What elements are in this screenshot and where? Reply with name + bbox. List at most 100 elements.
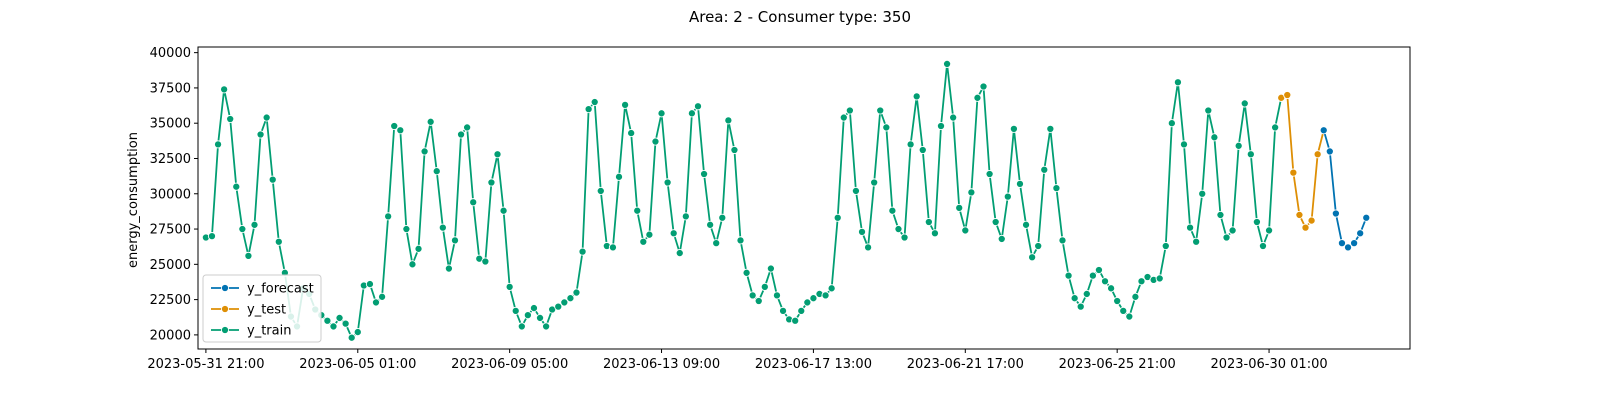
y-tick-label: 35000 [150, 117, 191, 132]
data-point [341, 319, 350, 328]
data-point [961, 226, 970, 235]
y-tick-label: 30000 [150, 187, 191, 202]
x-tick-label: 2023-06-13 09:00 [603, 357, 720, 372]
data-point [1070, 294, 1079, 303]
series-layer [201, 59, 1371, 342]
data-point [693, 102, 703, 111]
data-point [1028, 253, 1037, 262]
data-point [1331, 209, 1340, 218]
y-tick-label: 32500 [150, 152, 191, 167]
y-tick-label: 22500 [150, 293, 191, 308]
data-point [457, 130, 466, 139]
x-axis: 2023-05-31 21:00 2023-06-05 01:00 2023-06-… [147, 349, 1328, 372]
data-point [754, 296, 763, 306]
data-point [268, 175, 277, 184]
data-point [578, 247, 587, 256]
data-point [742, 268, 751, 277]
x-tick-label: 2023-05-31 21:00 [147, 357, 264, 372]
data-point [1301, 223, 1310, 232]
data-point [335, 313, 344, 323]
data-point [523, 311, 532, 320]
data-point [365, 280, 374, 289]
data-point [760, 282, 769, 291]
data-point [645, 230, 654, 239]
legend-box [202, 274, 322, 343]
data-point [706, 220, 715, 229]
data-point [1228, 226, 1237, 235]
x-tick-label: 2023-06-30 01:00 [1210, 357, 1327, 372]
data-point [232, 182, 241, 191]
data-point [596, 186, 605, 195]
data-point [347, 333, 356, 342]
data-point [700, 169, 709, 179]
data-point [1009, 124, 1018, 133]
data-point [687, 109, 696, 118]
data-point [1271, 123, 1280, 132]
series-line-y-test [1280, 94, 1325, 229]
data-point [1125, 312, 1134, 321]
data-point [633, 206, 642, 215]
data-point [390, 121, 399, 131]
data-point [1240, 99, 1249, 108]
data-point [1137, 277, 1146, 286]
legend-label-y-forecast: y_forecast [247, 282, 314, 297]
data-point [1173, 78, 1182, 87]
data-point [1094, 265, 1103, 275]
data-point [864, 243, 873, 252]
series-line-y-train [205, 63, 1283, 339]
data-point [1307, 216, 1316, 225]
data-point [918, 145, 927, 155]
data-point [657, 109, 666, 118]
chart-title: Area: 2 - Consumer type: 350 [689, 8, 911, 26]
data-point [420, 147, 429, 156]
data-point [584, 105, 593, 114]
data-point [736, 236, 745, 245]
data-point [973, 93, 982, 102]
data-point [1119, 306, 1128, 315]
data-point [997, 234, 1006, 243]
data-point [724, 116, 733, 125]
data-point [1022, 220, 1031, 229]
data-point [900, 233, 909, 242]
data-point [1179, 140, 1189, 149]
data-point [384, 212, 393, 221]
data-point [1216, 210, 1225, 219]
data-point [1034, 241, 1043, 251]
data-point [1082, 289, 1091, 299]
data-point [1064, 271, 1073, 280]
data-point [669, 229, 678, 238]
data-point [991, 217, 1000, 227]
data-point [1337, 239, 1347, 248]
data-point [943, 59, 952, 68]
data-point [481, 257, 490, 266]
x-tick-label: 2023-06-05 01:00 [299, 357, 416, 372]
data-point [1198, 189, 1207, 198]
data-point [797, 306, 806, 315]
data-point [1222, 233, 1231, 242]
data-point [1343, 243, 1353, 252]
legend-marker-y-test [220, 304, 230, 314]
data-point [432, 167, 441, 176]
data-point [718, 213, 727, 222]
data-point [469, 198, 478, 207]
data-point [748, 291, 757, 300]
data-point [426, 117, 435, 126]
x-tick-label: 2023-06-25 21:00 [1059, 357, 1176, 372]
data-point [499, 206, 508, 215]
data-point [1350, 239, 1359, 248]
data-point [930, 229, 939, 238]
data-point [505, 282, 514, 291]
data-point [353, 328, 362, 337]
data-point [371, 298, 381, 307]
data-point [444, 264, 453, 273]
plot-area [197, 46, 1411, 350]
data-point [955, 203, 964, 212]
data-point [1161, 241, 1170, 251]
data-point [1356, 229, 1365, 238]
data-point [244, 251, 253, 260]
data-point [463, 123, 472, 132]
data-point [621, 100, 630, 109]
data-point [450, 236, 460, 245]
legend-marker-y-train [220, 325, 230, 335]
data-point [839, 113, 848, 122]
